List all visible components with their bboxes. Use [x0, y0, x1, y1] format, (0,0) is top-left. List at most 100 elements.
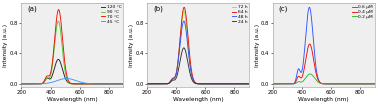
- 120 °C: [19, 83, 24, 85]
- Line: 90 °C: 90 °C: [22, 21, 124, 84]
- 0.4 μM: [317, 81, 322, 83]
- 0.6 μM: [369, 83, 374, 85]
- 90 °C: [19, 83, 24, 85]
- 90 °C: [69, 83, 73, 84]
- 45 °C: [24, 83, 29, 85]
- 0.2 μM: [369, 83, 374, 85]
- 72 h: [244, 83, 248, 85]
- Line: 45 °C: 45 °C: [22, 79, 124, 84]
- 48 h: [247, 83, 251, 85]
- Line: 0.2 μM: 0.2 μM: [273, 74, 375, 84]
- 64 h: [244, 83, 248, 85]
- 90 °C: [118, 83, 123, 85]
- 72 h: [192, 81, 196, 82]
- 70 °C: [56, 9, 61, 10]
- 0.6 μM: [317, 81, 322, 82]
- Line: 24 h: 24 h: [147, 48, 249, 84]
- Y-axis label: Intensity (a.u.): Intensity (a.u.): [129, 24, 134, 67]
- 0.6 μM: [351, 83, 355, 85]
- 48 h: [244, 83, 248, 85]
- 0.2 μM: [320, 83, 324, 84]
- 48 h: [244, 83, 248, 85]
- 0.4 μM: [369, 83, 374, 85]
- 70 °C: [118, 83, 123, 85]
- X-axis label: Wavelength (nm): Wavelength (nm): [47, 96, 98, 102]
- 72 h: [181, 10, 186, 12]
- 45 °C: [69, 78, 73, 80]
- Line: 70 °C: 70 °C: [22, 10, 124, 84]
- 0.6 μM: [320, 83, 324, 84]
- 120 °C: [24, 83, 29, 85]
- 70 °C: [99, 83, 104, 85]
- X-axis label: Wavelength (nm): Wavelength (nm): [173, 96, 223, 102]
- 90 °C: [118, 83, 123, 85]
- X-axis label: Wavelength (nm): Wavelength (nm): [298, 96, 349, 102]
- 0.4 μM: [320, 83, 324, 84]
- 0.4 μM: [351, 83, 355, 85]
- 24 h: [192, 82, 196, 83]
- 120 °C: [118, 83, 123, 85]
- Y-axis label: Intensity (a.u.): Intensity (a.u.): [3, 24, 8, 67]
- 70 °C: [69, 83, 73, 84]
- 0.6 μM: [369, 83, 374, 85]
- 0.2 μM: [372, 83, 377, 85]
- Line: 0.4 μM: 0.4 μM: [273, 44, 375, 84]
- 64 h: [247, 83, 251, 85]
- 90 °C: [66, 81, 71, 83]
- Legend: 72 h, 64 h, 48 h, 24 h: 72 h, 64 h, 48 h, 24 h: [231, 5, 248, 24]
- 120 °C: [99, 83, 104, 85]
- 0.4 μM: [307, 43, 312, 45]
- 0.2 μM: [270, 83, 275, 85]
- 48 h: [181, 20, 186, 22]
- 24 h: [225, 83, 229, 85]
- 24 h: [145, 83, 149, 85]
- 24 h: [247, 83, 251, 85]
- 64 h: [150, 83, 155, 85]
- Legend: 0.6 μM, 0.4 μM, 0.2 μM: 0.6 μM, 0.4 μM, 0.2 μM: [352, 5, 373, 19]
- 0.2 μM: [276, 83, 280, 85]
- 45 °C: [99, 83, 104, 85]
- 120 °C: [56, 59, 60, 60]
- 64 h: [244, 83, 248, 85]
- 64 h: [182, 7, 186, 8]
- 72 h: [225, 83, 229, 85]
- 0.6 μM: [372, 83, 377, 85]
- 70 °C: [19, 83, 24, 85]
- 0.4 μM: [270, 83, 275, 85]
- 0.2 μM: [369, 83, 374, 85]
- Text: (a): (a): [28, 6, 37, 12]
- 24 h: [181, 47, 186, 49]
- 72 h: [247, 83, 251, 85]
- 0.4 μM: [372, 83, 377, 85]
- 24 h: [194, 83, 199, 84]
- Legend: 120 °C, 90 °C, 70 °C, 45 °C: 120 °C, 90 °C, 70 °C, 45 °C: [101, 5, 122, 24]
- 45 °C: [118, 83, 123, 85]
- 48 h: [150, 83, 155, 85]
- Text: (b): (b): [153, 6, 163, 12]
- 120 °C: [69, 83, 73, 84]
- 64 h: [192, 80, 196, 81]
- 70 °C: [66, 80, 71, 81]
- Line: 72 h: 72 h: [147, 11, 249, 84]
- Text: (c): (c): [279, 6, 288, 12]
- 24 h: [244, 83, 248, 85]
- 45 °C: [118, 83, 123, 85]
- 45 °C: [64, 78, 69, 79]
- 72 h: [150, 83, 155, 85]
- 0.6 μM: [270, 83, 275, 85]
- 64 h: [194, 83, 199, 84]
- 70 °C: [121, 83, 126, 85]
- 48 h: [194, 83, 199, 84]
- 48 h: [192, 81, 196, 82]
- Line: 64 h: 64 h: [147, 7, 249, 84]
- 72 h: [194, 83, 199, 84]
- 0.2 μM: [351, 83, 355, 85]
- 48 h: [145, 83, 149, 85]
- 90 °C: [121, 83, 126, 85]
- 0.6 μM: [276, 83, 280, 85]
- 24 h: [150, 83, 155, 85]
- 70 °C: [118, 83, 123, 85]
- 120 °C: [66, 82, 71, 83]
- 120 °C: [118, 83, 123, 85]
- 0.2 μM: [308, 73, 312, 75]
